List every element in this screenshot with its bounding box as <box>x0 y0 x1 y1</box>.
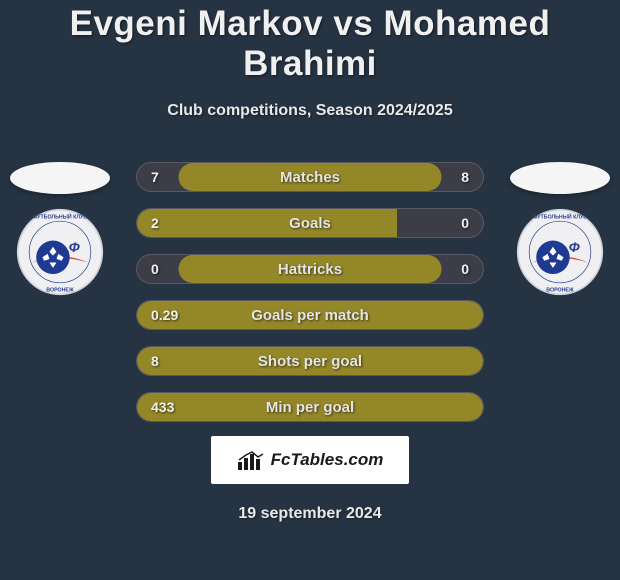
stat-bar: 433Min per goal <box>136 392 484 422</box>
stat-label: Goals <box>137 209 483 237</box>
stat-label: Matches <box>137 163 483 191</box>
stat-label: Hattricks <box>137 255 483 283</box>
svg-text:ВОРОНЕЖ: ВОРОНЕЖ <box>46 288 74 294</box>
stats-bars: 7Matches82Goals00Hattricks00.29Goals per… <box>136 162 484 422</box>
club-logo-right: ФУТБОЛЬНЫЙ КЛУБ ВОРОНЕЖ Ф <box>516 208 604 296</box>
stat-value-right: 8 <box>461 163 469 191</box>
svg-text:ВОРОНЕЖ: ВОРОНЕЖ <box>546 288 574 294</box>
left-player-column: ФУТБОЛЬНЫЙ КЛУБ ВОРОНЕЖ Ф <box>8 162 112 422</box>
stat-label: Goals per match <box>137 301 483 329</box>
svg-text:ФУТБОЛЬНЫЙ КЛУБ: ФУТБОЛЬНЫЙ КЛУБ <box>33 213 87 221</box>
main-area: ФУТБОЛЬНЫЙ КЛУБ ВОРОНЕЖ Ф <box>0 162 620 422</box>
svg-text:ФУТБОЛЬНЫЙ КЛУБ: ФУТБОЛЬНЫЙ КЛУБ <box>533 213 587 221</box>
stat-bar: 8Shots per goal <box>136 346 484 376</box>
stat-label: Shots per goal <box>137 347 483 375</box>
branding-chart-icon <box>237 450 265 470</box>
right-player-column: ФУТБОЛЬНЫЙ КЛУБ ВОРОНЕЖ Ф <box>508 162 612 422</box>
date-label: 19 september 2024 <box>0 505 620 523</box>
stat-bar: 7Matches8 <box>136 162 484 192</box>
svg-text:Ф: Ф <box>69 239 80 255</box>
subtitle: Club competitions, Season 2024/2025 <box>0 102 620 120</box>
svg-text:Ф: Ф <box>569 239 580 255</box>
stat-bar: 0.29Goals per match <box>136 300 484 330</box>
stat-bar: 0Hattricks0 <box>136 254 484 284</box>
player-photo-placeholder-left <box>10 162 110 194</box>
player-photo-placeholder-right <box>510 162 610 194</box>
club-logo-left: ФУТБОЛЬНЫЙ КЛУБ ВОРОНЕЖ Ф <box>16 208 104 296</box>
branding-text: FcTables.com <box>271 450 384 470</box>
stat-value-right: 0 <box>461 209 469 237</box>
comparison-card: Evgeni Markov vs Mohamed Brahimi Club co… <box>0 0 620 580</box>
stat-value-right: 0 <box>461 255 469 283</box>
page-title: Evgeni Markov vs Mohamed Brahimi <box>0 4 620 84</box>
stat-bar: 2Goals0 <box>136 208 484 238</box>
branding-box: FcTables.com <box>211 436 409 484</box>
stat-label: Min per goal <box>137 393 483 421</box>
